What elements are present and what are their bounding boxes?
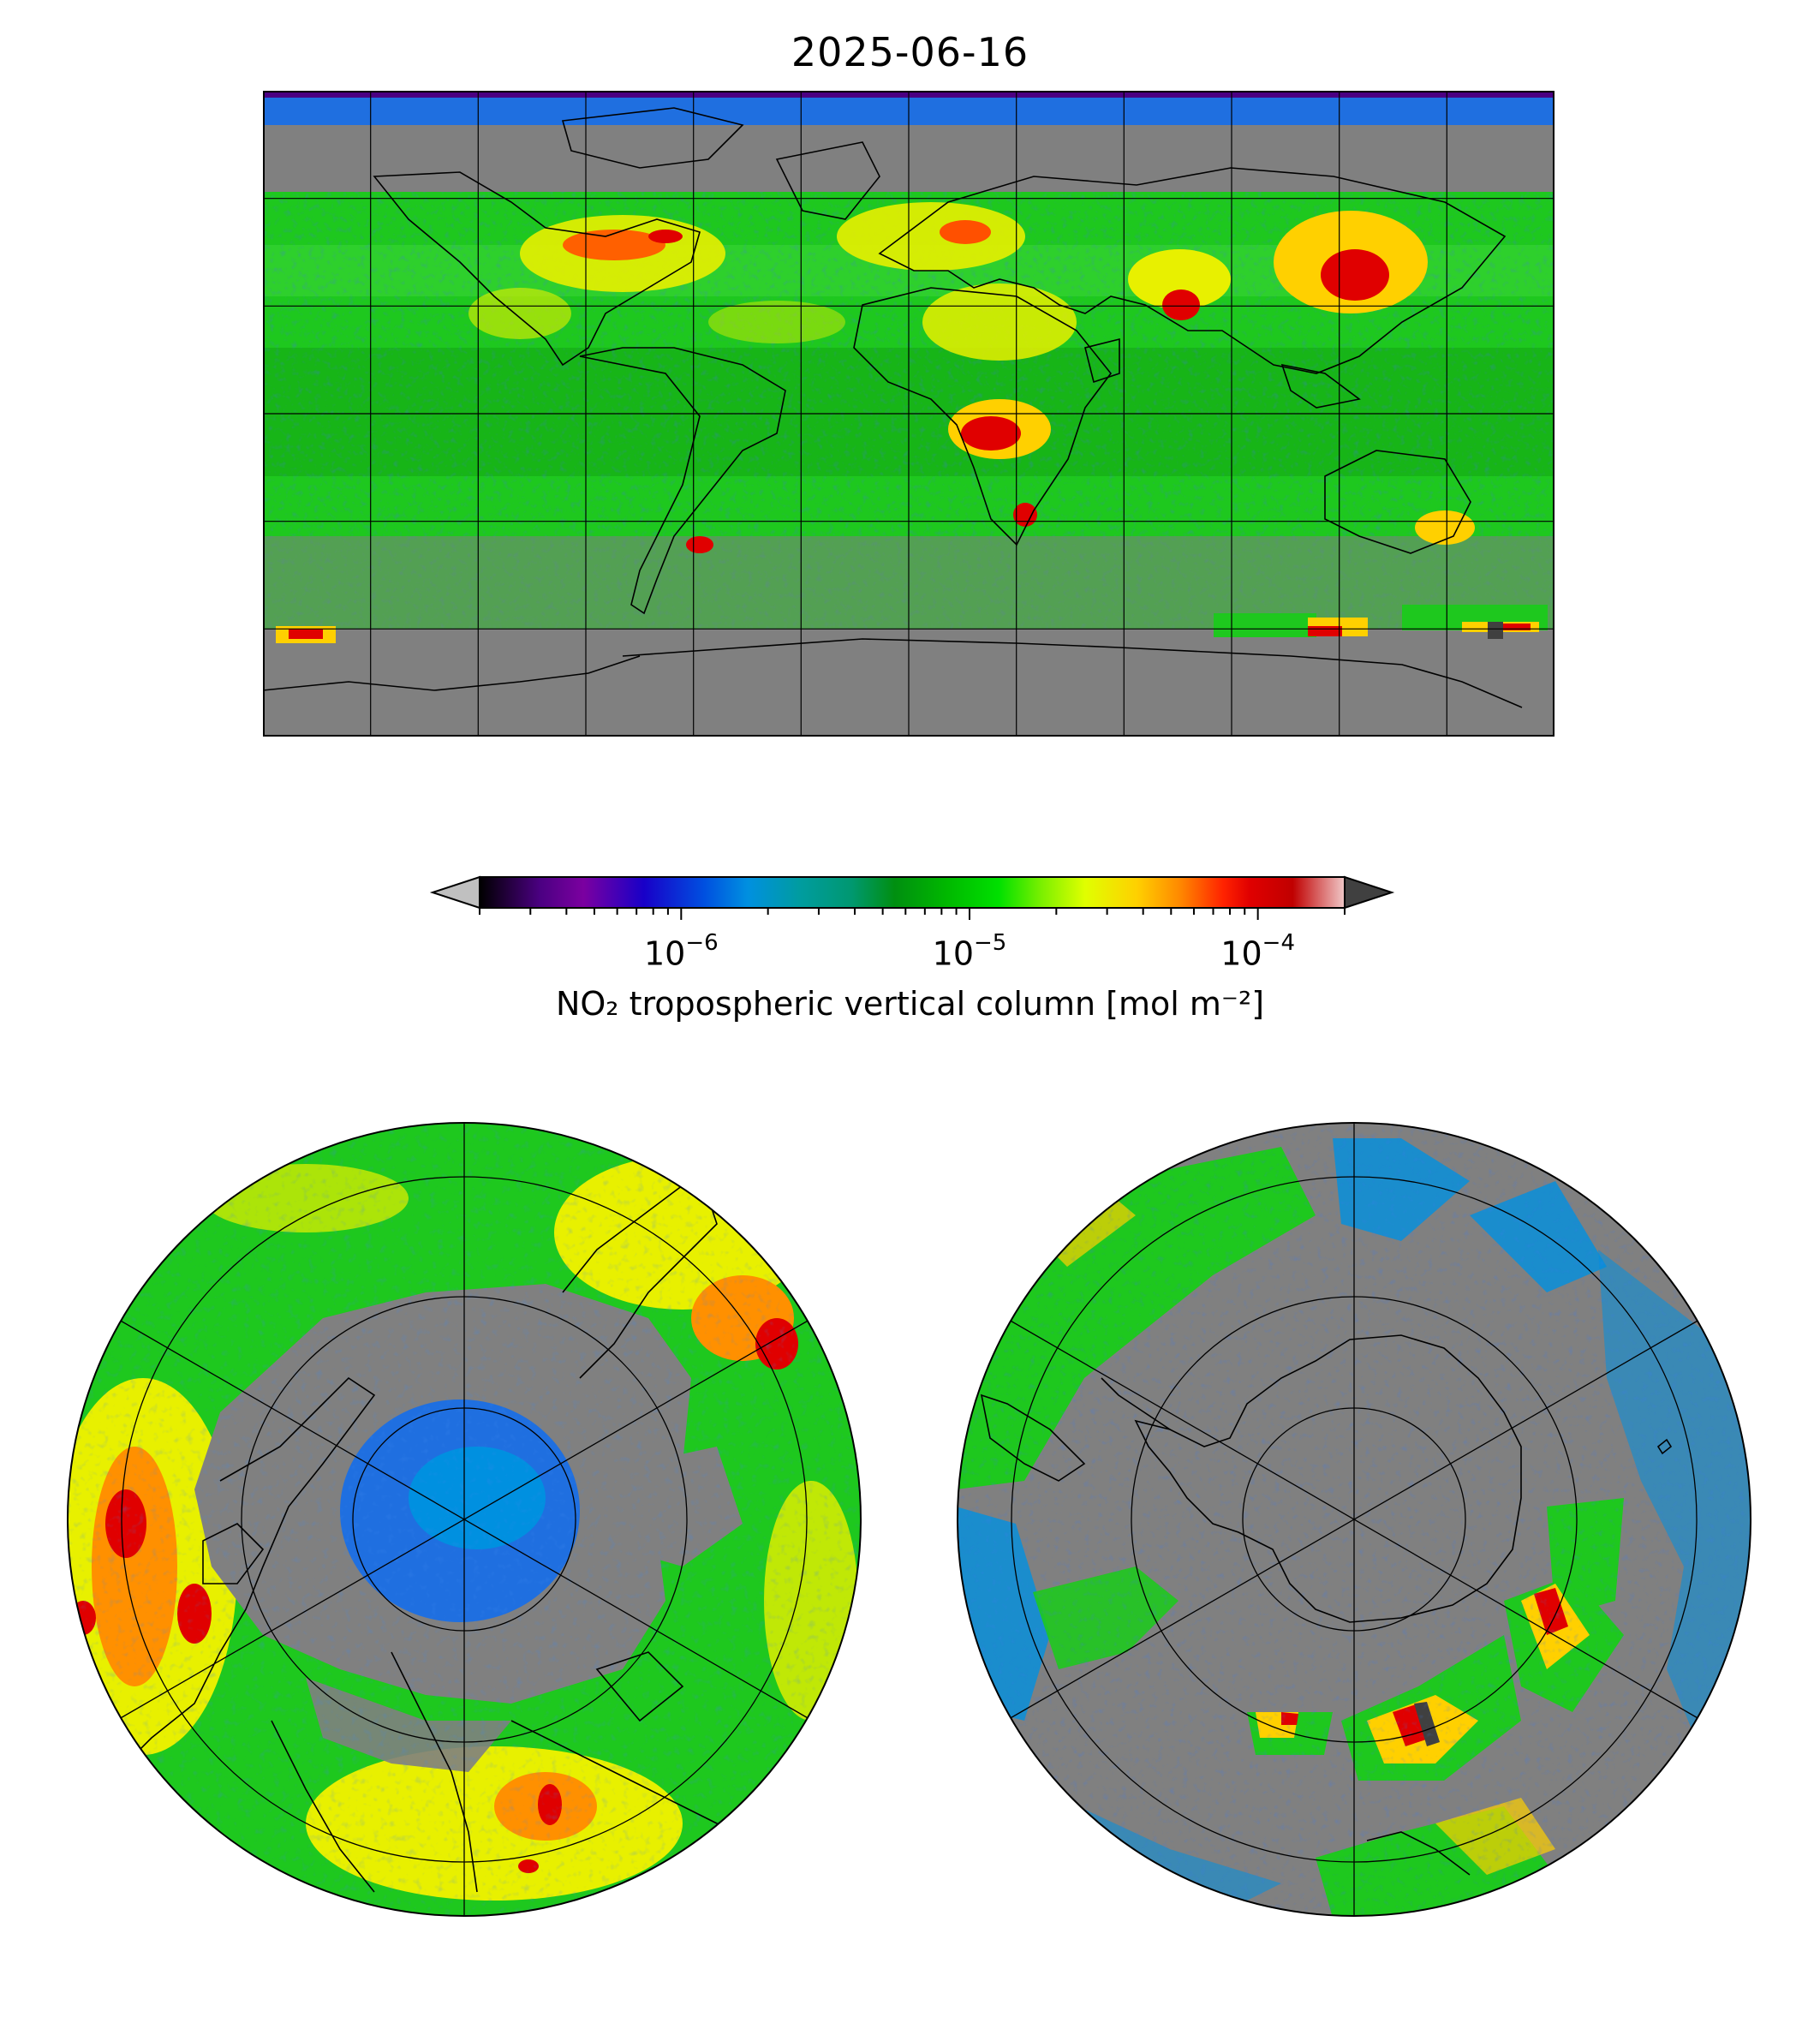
south-polar-map xyxy=(957,1122,1751,1917)
coastlines xyxy=(980,1334,1673,1876)
colorbar-tick-label: 10−6 xyxy=(643,930,719,973)
colorbar-tick-label: 10−5 xyxy=(932,930,1007,973)
coastlines xyxy=(116,1171,769,1893)
gridlines xyxy=(1008,1123,1700,1916)
global-map xyxy=(263,91,1554,737)
colorbar-underflow-arrow xyxy=(429,875,480,910)
north-polar-map xyxy=(67,1122,862,1917)
gridlines xyxy=(118,1123,810,1916)
colorbar-gradient xyxy=(479,876,1346,909)
figure-title: 2025-06-16 xyxy=(791,29,1029,75)
colorbar-ticks xyxy=(479,908,1346,920)
colorbar-label: NO₂ tropospheric vertical column [mol m⁻… xyxy=(555,985,1265,1023)
colorbar-tick-label: 10−4 xyxy=(1220,930,1295,973)
colorbar xyxy=(429,875,1395,920)
colorbar-overflow-arrow xyxy=(1344,875,1395,910)
coastlines xyxy=(263,107,1523,708)
gridlines xyxy=(263,91,1554,737)
